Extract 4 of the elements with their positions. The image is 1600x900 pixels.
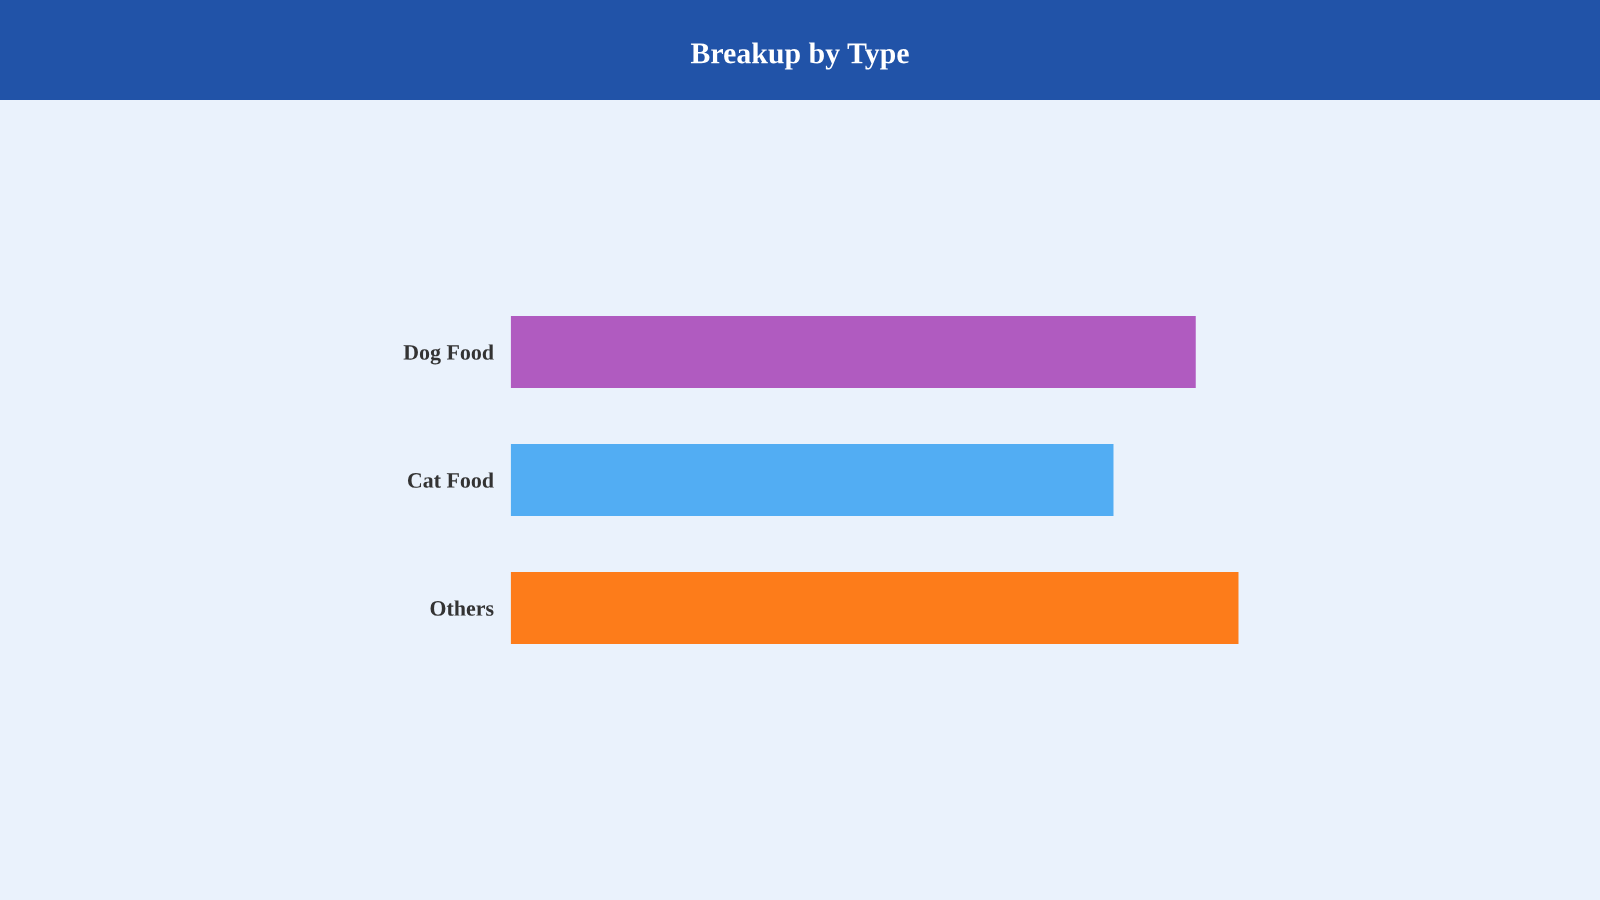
- y-tick-label: Dog Food: [403, 344, 494, 365]
- chart-title: Breakup by Type: [690, 42, 909, 70]
- y-tick-label: Others: [430, 600, 494, 616]
- y-tick-label: Cat Food: [407, 472, 494, 488]
